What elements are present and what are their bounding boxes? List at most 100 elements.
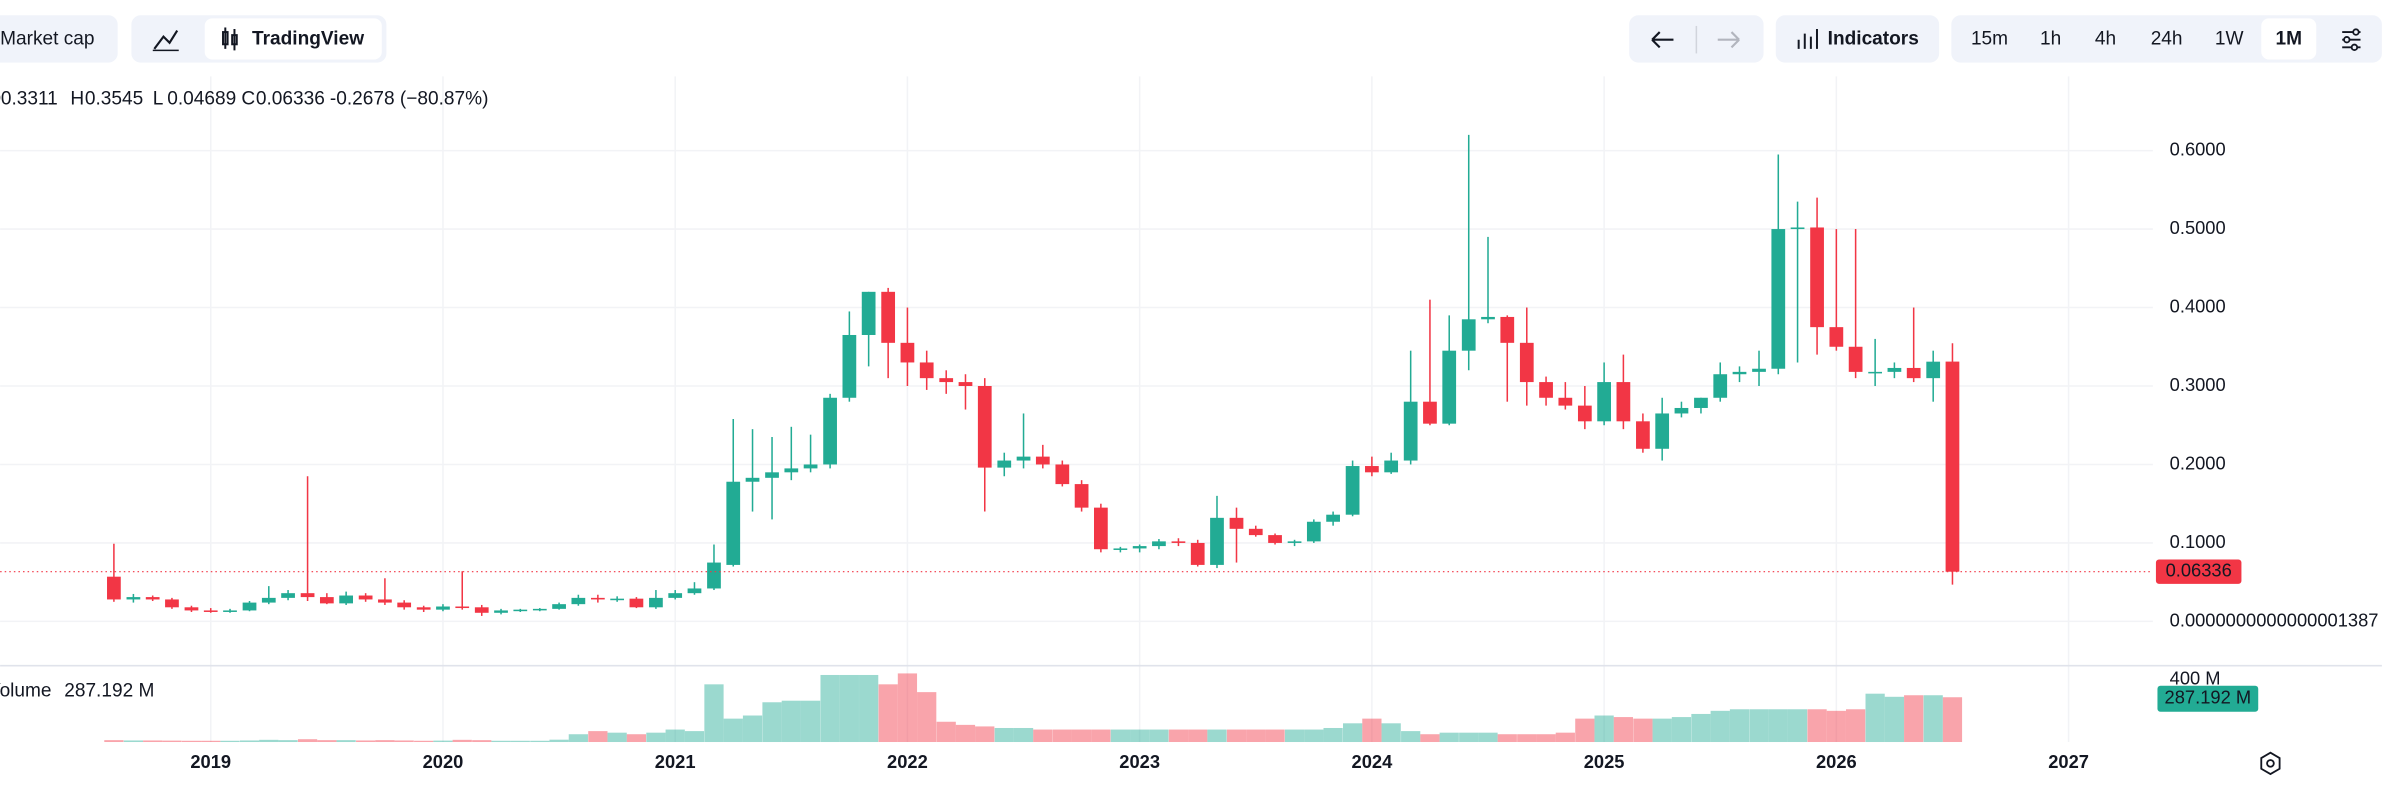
candle-body (1113, 548, 1128, 550)
candle-body (1171, 541, 1186, 543)
volume-bar (1381, 723, 1401, 743)
timeframe-active[interactable] (2261, 18, 2317, 60)
candle-body (1326, 514, 1340, 522)
volume-bar (1865, 693, 1885, 743)
candle-body (629, 598, 644, 608)
volume-bar (1130, 729, 1150, 743)
candle-body (1868, 371, 1883, 374)
timeframe-option[interactable]: 4h (2095, 29, 2116, 50)
volume-bar (1710, 710, 1730, 743)
volume-bar (665, 729, 685, 743)
volume-bar (646, 732, 666, 743)
candle-body (1674, 407, 1689, 414)
volume-bar (1749, 709, 1769, 743)
candle-body (145, 597, 160, 600)
volume-bar (1091, 729, 1111, 743)
timeframe-option[interactable]: 1h (2040, 29, 2061, 50)
volume-bar (1904, 695, 1924, 743)
candle-body (203, 610, 218, 612)
volume-legend: Volume (0, 681, 52, 702)
volume-bar (278, 740, 298, 743)
indicators-label[interactable]: Indicators (1828, 29, 1919, 50)
volume-bar (1226, 729, 1247, 743)
timeframe-option[interactable]: 1M (2276, 29, 2303, 50)
ohlc-key: H (70, 88, 84, 109)
last-price-label: 0.06336 (2166, 560, 2232, 581)
volume-bar (955, 724, 976, 743)
candle-body (1403, 401, 1418, 461)
y-tick-label: 0.5000 (2170, 217, 2226, 238)
candle-body (958, 382, 973, 386)
volume-bar (433, 740, 453, 743)
indicators-icon (1797, 29, 1818, 49)
timeframe-option[interactable]: 15m (1971, 29, 2008, 50)
candle-body (1848, 346, 1863, 372)
axes: 2019 2020 2021 2022 2023 2024 2025 2026 2027 0.60… (0, 88, 2378, 772)
timeframes: 15m 1h 4h 24h 1W 1M (1971, 18, 2317, 60)
volume-bar (1691, 713, 1711, 743)
candle-body (765, 472, 779, 478)
indicators-button[interactable] (1775, 15, 1940, 63)
volume-bar (1459, 732, 1479, 743)
redo-icon[interactable] (1717, 31, 1740, 49)
candle-body (1442, 350, 1457, 424)
volume-bar (549, 739, 569, 743)
candle-body (823, 397, 837, 465)
candle-body (358, 595, 373, 600)
last-volume-tag-label: 287.192 M (2165, 687, 2252, 708)
undo-icon[interactable] (1651, 31, 1674, 49)
volume-bar (201, 740, 221, 743)
volume-bar (994, 727, 1014, 743)
volume-bar (104, 740, 124, 743)
volume-bar (259, 739, 279, 743)
line-chart-icon[interactable] (153, 29, 179, 50)
volume-bar (336, 740, 356, 743)
candle-body (1248, 528, 1263, 536)
plot (0, 134, 2153, 743)
y-tick-label: 0.0000000000000001387 (2170, 609, 2379, 630)
candle-body (726, 481, 741, 565)
tradingview-button[interactable] (204, 18, 382, 60)
volume-bar (1846, 709, 1866, 743)
volume-bar (1052, 729, 1072, 743)
volume-bar (1613, 717, 1634, 743)
candle-body (900, 342, 915, 363)
volume-bar (839, 674, 859, 743)
ohlc-value: 0.04689 (167, 88, 236, 109)
candle-body (532, 608, 547, 611)
volume-bar (1478, 732, 1498, 743)
volume-bar (162, 740, 182, 743)
last-volume-tag (2157, 685, 2259, 712)
volume-bar (936, 721, 956, 743)
candle-body (1365, 466, 1379, 473)
market-cap-button[interactable] (0, 15, 118, 63)
volume-bar (704, 684, 724, 743)
timeframe-option[interactable]: 24h (2151, 29, 2183, 50)
candle-body (687, 588, 702, 594)
volume-bar (800, 700, 821, 743)
candle-body (281, 593, 295, 598)
candle-body (494, 610, 508, 613)
timeframe-option[interactable]: 1W (2215, 29, 2244, 50)
candle-body (261, 597, 276, 603)
x-tick-label: 2019 (190, 751, 231, 772)
market-cap-label[interactable]: Market cap (0, 29, 94, 50)
volume-bar (1942, 697, 1963, 743)
ohlc-key: O (0, 88, 1, 109)
x-tick-label: 2024 (1352, 751, 1394, 772)
candle-body (1616, 382, 1631, 422)
volume-bar (626, 734, 647, 743)
volume-bar (1807, 709, 1827, 743)
tradingview-label[interactable]: TradingView (252, 29, 364, 50)
candle-body (1558, 397, 1573, 406)
volume-bar (239, 740, 260, 743)
ohlc-value: 0.3311 (1, 88, 58, 109)
settings-icon[interactable] (2342, 28, 2361, 51)
candle-body (1384, 460, 1399, 473)
volume-bar (878, 684, 898, 743)
candle-body (1132, 546, 1147, 549)
axis-settings-icon[interactable] (2260, 751, 2281, 776)
ohlc-key: L (153, 88, 164, 109)
volume-bar (1188, 729, 1208, 743)
volume-bar (1594, 715, 1614, 743)
